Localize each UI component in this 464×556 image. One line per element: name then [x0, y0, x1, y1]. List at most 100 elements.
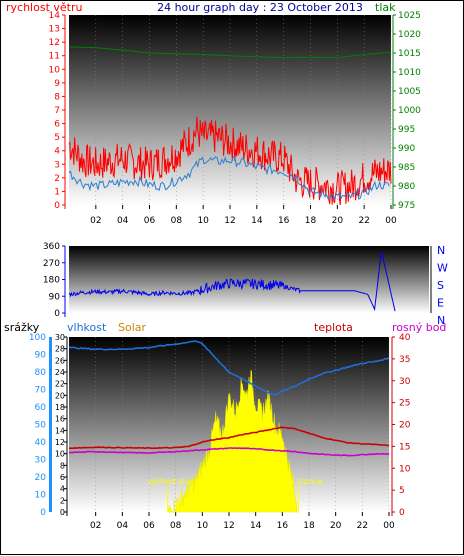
wind-tick-label: 14 [49, 11, 61, 21]
rain-tick-label: 20 [35, 473, 47, 483]
rain-tick-label: 50 [35, 421, 47, 431]
humidity-tick-label: 30 [55, 333, 65, 342]
dewpoint-axis-label: rosný bod [392, 321, 446, 334]
temp-x-tick-label: 20 [330, 521, 342, 531]
direction-plot-area [69, 246, 429, 313]
wind-tick-label: 9 [54, 79, 60, 89]
temperature-line [68, 426, 390, 450]
temperature-tick-label: 25 [399, 399, 410, 409]
wind-tick-label: 2 [54, 174, 60, 184]
humidity-tick-label: 18 [55, 403, 65, 412]
temp-x-tick-label: 08 [170, 521, 182, 531]
wind-average-line [68, 156, 390, 201]
pressure-tick-label: 1010 [398, 68, 421, 78]
temp-x-tick-label: 14 [250, 521, 262, 531]
temp-x-tick-label: 16 [277, 521, 289, 531]
temp-x-tick-label: 12 [223, 521, 234, 531]
wind-tick-label: 1 [54, 187, 60, 197]
temp-x-tick-label: 22 [357, 521, 368, 531]
humidity-axis-label: vlhkost [67, 321, 107, 334]
rain-tick-label: 60 [35, 403, 47, 413]
rain-tick-label: 100 [29, 333, 46, 343]
humidity-tick-label: 4 [60, 485, 65, 494]
pressure-tick-label: 1020 [398, 30, 421, 40]
rain-tick-label: 80 [35, 368, 47, 378]
wind-tick-label: 13 [49, 25, 60, 35]
wind-x-tick-label: 18 [305, 216, 317, 226]
temperature-tick-label: 5 [399, 486, 405, 496]
wind-tick-label: 12 [49, 38, 60, 48]
temperature-tick-label: 35 [399, 355, 410, 365]
wind-speed-line [68, 116, 392, 206]
wind-tick-label: 7 [54, 106, 60, 116]
compass-label: N [437, 314, 445, 327]
direction-tick-label: 180 [43, 276, 60, 286]
humidity-tick-label: 28 [55, 345, 65, 354]
temp-x-tick-label: 10 [197, 521, 209, 531]
wind-tick-label: 0 [54, 201, 60, 211]
rain-tick-label: 70 [35, 386, 47, 396]
wind-x-tick-label: 16 [278, 216, 290, 226]
wind-direction-line [68, 252, 396, 312]
temperature-tick-label: 10 [399, 464, 411, 474]
pressure-axis-label: tlak [375, 1, 396, 14]
wind-tick-label: 3 [54, 160, 60, 170]
temperature-tick-label: 30 [399, 377, 411, 387]
rain-tick-label: 0 [40, 508, 46, 518]
wind-tick-label: 10 [49, 65, 61, 75]
compass-label: E [437, 297, 444, 310]
humidity-tick-label: 14 [55, 426, 65, 435]
wind-tick-label: 8 [54, 92, 60, 102]
humidity-tick-label: 6 [60, 473, 65, 482]
pressure-tick-label: 1015 [398, 49, 421, 59]
direction-tick-label: 0 [54, 309, 60, 319]
temperature-axis-label: teplota [314, 321, 353, 334]
temperature-tick-label: 20 [399, 421, 411, 431]
wind-x-tick-label: 02 [90, 216, 101, 226]
humidity-tick-label: 12 [55, 438, 65, 447]
chart-title: 24 hour graph day : 23 October 2013 [157, 1, 363, 14]
sunrise-label: východ slunce [147, 477, 204, 486]
compass-label: W [437, 262, 448, 275]
humidity-tick-label: 2 [60, 496, 65, 505]
pressure-tick-label: 995 [398, 125, 415, 135]
wind-x-tick-label: 12 [224, 216, 235, 226]
rain-tick-label: 90 [35, 351, 47, 361]
humidity-tick-label: 0 [60, 508, 65, 517]
rain-tick-label: 30 [35, 456, 47, 466]
humidity-tick-label: 10 [55, 450, 65, 459]
humidity-tick-label: 16 [55, 415, 65, 424]
temp-x-tick-label: 18 [303, 521, 315, 531]
solar-axis-label: Solar [118, 321, 147, 334]
rain-tick-label: 10 [35, 491, 47, 501]
pressure-tick-label: 985 [398, 163, 415, 173]
pressure-tick-label: 1025 [398, 11, 421, 21]
pressure-tick-label: 1000 [398, 106, 421, 116]
wind-tick-label: 5 [54, 133, 60, 143]
pressure-tick-label: 990 [398, 144, 415, 154]
temp-x-tick-label: 04 [117, 521, 129, 531]
humidity-tick-label: 20 [55, 391, 65, 400]
wind-x-tick-label: 22 [358, 216, 369, 226]
rain-axis-label: srážky [4, 321, 40, 334]
temp-x-tick-label: 06 [143, 521, 155, 531]
humidity-line [68, 340, 390, 396]
pressure-line [68, 46, 392, 59]
humidity-tick-label: 8 [60, 461, 65, 470]
wind-x-tick-label: 04 [117, 216, 129, 226]
wind-x-tick-label: 00 [385, 216, 397, 226]
wind-tick-label: 11 [49, 52, 60, 62]
temperature-tick-label: 40 [399, 333, 411, 343]
dewpoint-line [68, 447, 390, 457]
rain-tick-label: 40 [35, 438, 47, 448]
humidity-tick-label: 22 [55, 380, 65, 389]
pressure-tick-label: 980 [398, 182, 415, 192]
wind-x-tick-label: 10 [197, 216, 209, 226]
wind-x-tick-label: 14 [251, 216, 263, 226]
wind-axis-label: rychlost větru [6, 1, 82, 14]
direction-tick-label: 360 [43, 242, 60, 252]
direction-tick-label: 90 [49, 292, 61, 302]
sunset-label: západ slunce [270, 477, 323, 486]
wind-tick-label: 4 [54, 147, 60, 157]
